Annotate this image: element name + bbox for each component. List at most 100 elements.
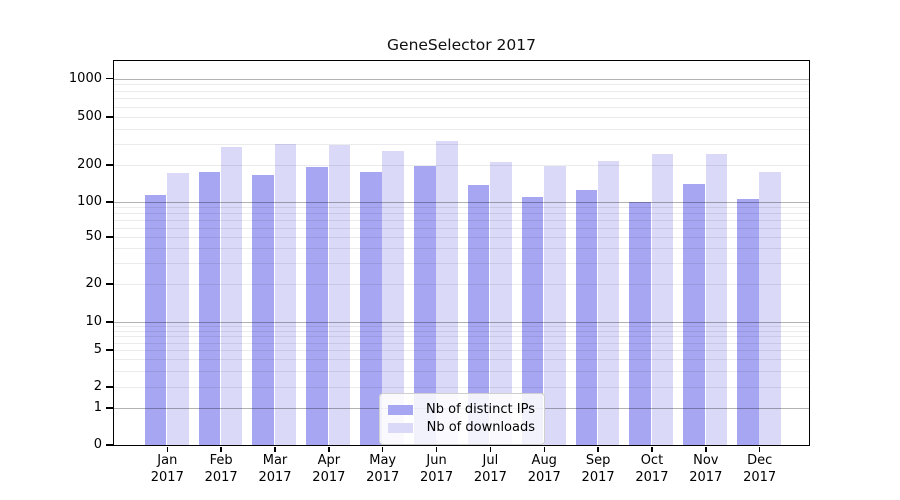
x-axis-label: Nov 2017 bbox=[674, 452, 738, 486]
gridline-minor bbox=[114, 90, 809, 92]
bar-distinct-ips bbox=[306, 166, 328, 445]
x-axis-tick bbox=[166, 446, 169, 452]
x-axis-label: Feb 2017 bbox=[189, 452, 253, 486]
x-axis-label: Sep 2017 bbox=[566, 452, 630, 486]
x-label-month: Jan bbox=[157, 453, 178, 468]
bar-downloads bbox=[597, 161, 620, 445]
y-axis-label: 0 bbox=[93, 437, 102, 452]
y-axis-label: 1 bbox=[93, 400, 102, 415]
gridline-minor bbox=[114, 370, 809, 372]
gridline-minor bbox=[114, 284, 809, 285]
x-label-month: Sep bbox=[585, 453, 611, 468]
x-axis-tick bbox=[381, 446, 384, 452]
gridline-minor bbox=[114, 84, 809, 86]
gridline-minor bbox=[114, 165, 809, 166]
gridline-major bbox=[114, 78, 809, 80]
x-label-month: Jul bbox=[482, 453, 499, 468]
bar-distinct-ips bbox=[629, 202, 651, 445]
gridline-minor bbox=[114, 359, 809, 360]
y-axis-tick bbox=[106, 164, 113, 166]
bar-downloads bbox=[759, 171, 781, 445]
y-axis-label: 10 bbox=[85, 314, 102, 329]
gridline-minor bbox=[114, 98, 809, 100]
y-axis-label: 500 bbox=[77, 109, 102, 124]
x-label-month: Aug bbox=[531, 453, 557, 468]
bar-downloads bbox=[382, 150, 404, 445]
bar-downloads bbox=[274, 144, 297, 445]
gridline-minor bbox=[114, 143, 809, 145]
x-axis-tick bbox=[328, 446, 330, 452]
bar-downloads bbox=[705, 154, 728, 445]
x-axis-tick bbox=[435, 446, 438, 452]
gridline-minor bbox=[114, 106, 809, 108]
legend-label: Nb of downloads bbox=[426, 420, 535, 435]
gridline-minor bbox=[114, 342, 809, 344]
gridline-minor bbox=[114, 326, 809, 328]
x-label-year: 2017 bbox=[258, 470, 292, 485]
bar-downloads bbox=[220, 146, 243, 445]
bar-distinct-ips bbox=[467, 185, 490, 445]
x-label-month: Feb bbox=[209, 453, 233, 468]
x-axis-tick bbox=[489, 446, 492, 452]
gridline-minor bbox=[114, 263, 809, 265]
y-axis-label: 1000 bbox=[68, 70, 102, 86]
gridline-major bbox=[114, 202, 809, 203]
bar-distinct-ips bbox=[252, 174, 274, 445]
x-label-year: 2017 bbox=[473, 470, 507, 485]
bar-downloads bbox=[436, 140, 458, 445]
x-axis-tick bbox=[220, 446, 222, 452]
x-axis-label: Mar 2017 bbox=[243, 452, 307, 486]
gridline-minor bbox=[114, 350, 809, 351]
bar-distinct-ips bbox=[521, 197, 544, 445]
gridline-minor bbox=[114, 336, 809, 338]
x-label-month: Nov bbox=[693, 453, 719, 468]
y-axis-tick bbox=[106, 386, 113, 388]
x-label-year: 2017 bbox=[689, 470, 723, 485]
x-label-year: 2017 bbox=[420, 470, 454, 485]
y-axis-tick bbox=[106, 116, 113, 118]
y-axis-label: 50 bbox=[85, 229, 102, 244]
bar-distinct-ips bbox=[575, 189, 598, 445]
bar-distinct-ips bbox=[198, 171, 221, 445]
bar-downloads bbox=[328, 144, 351, 445]
y-axis-tick bbox=[106, 407, 113, 409]
x-label-month: Mar bbox=[262, 453, 288, 468]
x-axis-label: Jan 2017 bbox=[135, 452, 199, 486]
gridline-minor bbox=[114, 128, 809, 130]
y-axis-tick bbox=[106, 283, 113, 285]
x-label-year: 2017 bbox=[581, 470, 615, 485]
x-axis-tick bbox=[597, 446, 599, 452]
x-label-year: 2017 bbox=[743, 470, 777, 485]
plot-area bbox=[114, 61, 809, 445]
gridline-major bbox=[114, 322, 809, 323]
gridline-minor bbox=[114, 331, 809, 332]
gridline-minor bbox=[114, 220, 809, 221]
bar-distinct-ips bbox=[683, 184, 705, 445]
x-label-year: 2017 bbox=[635, 470, 669, 485]
y-axis-tick bbox=[106, 77, 113, 80]
gridline-minor bbox=[114, 387, 809, 388]
gridline-minor bbox=[114, 248, 809, 250]
y-axis-label: 20 bbox=[85, 276, 102, 291]
x-label-month: Dec bbox=[747, 453, 773, 468]
legend-item: Nb of distinct IPs bbox=[388, 401, 535, 418]
x-label-year: 2017 bbox=[204, 470, 238, 485]
x-axis-tick bbox=[705, 446, 707, 452]
x-label-month: May bbox=[369, 453, 397, 468]
x-axis-tick bbox=[274, 446, 276, 452]
bar-distinct-ips bbox=[413, 165, 436, 445]
x-label-year: 2017 bbox=[366, 470, 400, 485]
gridline-minor bbox=[114, 227, 809, 229]
x-axis-label: Oct 2017 bbox=[620, 452, 684, 486]
legend-swatch-downloads bbox=[388, 422, 413, 433]
bar-downloads bbox=[167, 172, 189, 445]
y-axis-tick bbox=[106, 201, 113, 203]
x-axis-tick bbox=[758, 446, 761, 452]
gridline-minor bbox=[114, 117, 809, 118]
x-axis-tick bbox=[651, 446, 653, 452]
gridline-minor bbox=[114, 237, 809, 238]
y-axis-tick bbox=[106, 321, 113, 323]
legend-item: Nb of downloads bbox=[388, 419, 535, 436]
y-axis-label: 5 bbox=[93, 342, 102, 357]
